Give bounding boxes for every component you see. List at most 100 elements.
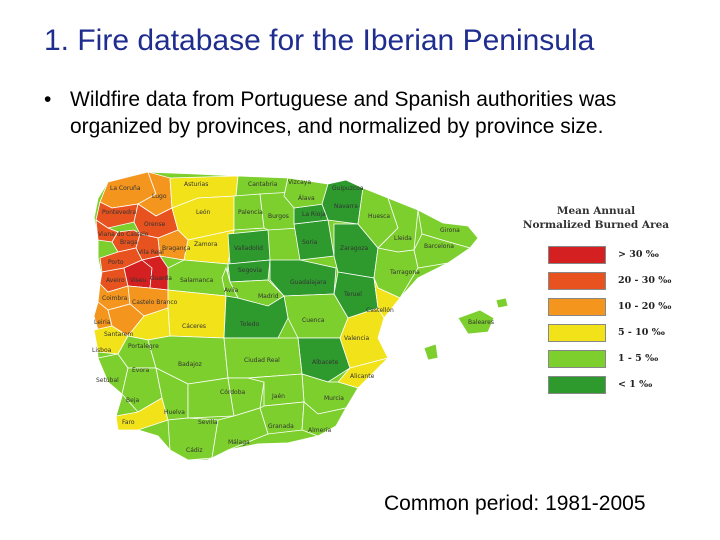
legend-swatch <box>548 272 606 290</box>
province-guadalajara <box>269 259 337 297</box>
label-cadiz: Cádiz <box>186 447 203 454</box>
label-leon: León <box>196 209 211 216</box>
province-malaga <box>207 407 269 461</box>
label-viseu: Viseu <box>130 277 146 284</box>
label-castelo-branco: Castelo Branco <box>132 299 178 306</box>
province-baleares-mallorca <box>457 309 495 335</box>
label-la-coruna: La Coruña <box>110 185 141 192</box>
label-huelva: Huelva <box>164 409 185 416</box>
label-braga: Braga <box>120 239 138 246</box>
province-alicante <box>337 357 390 389</box>
legend-label: > 30 ‰ <box>618 249 659 260</box>
label-zaragoza: Zaragoza <box>340 245 369 252</box>
label-pontevedra: Pontevedra <box>102 209 136 216</box>
label-guadalajara: Guadalajara <box>290 279 327 286</box>
common-period-note: Common period: 1981-2005 <box>384 492 646 515</box>
label-lisboa: Lisboa <box>92 347 112 354</box>
label-barcelona: Barcelona <box>424 243 454 250</box>
label-malaga: Málaga <box>228 439 250 446</box>
iberia-burned-area-map: La Coruña Asturias Cantabria Vizcaya Gui… <box>88 168 509 468</box>
slide-title: 1. Fire database for the Iberian Peninsu… <box>44 24 595 57</box>
label-granada: Granada <box>268 423 294 430</box>
legend-title: Mean Annual Normalized Burned Area <box>516 204 676 232</box>
label-lugo: Lugo <box>152 193 167 200</box>
label-madrid: Madrid <box>258 293 279 300</box>
label-soria: Soria <box>302 239 318 246</box>
label-sevilla: Sevilla <box>198 419 218 426</box>
label-guarda: Guarda <box>150 275 172 282</box>
label-murcia: Murcia <box>324 395 344 402</box>
legend-label: 5 - 10 ‰ <box>618 327 665 338</box>
province-almeria <box>301 401 347 437</box>
bullet-text: Wildfire data from Portuguese and Spanis… <box>70 88 617 138</box>
label-valladolid: Valladolid <box>234 245 263 252</box>
province-labels: La Coruña Asturias Cantabria Vizcaya Gui… <box>92 179 494 454</box>
legend-swatch <box>548 324 606 342</box>
legend-label: 20 - 30 ‰ <box>618 275 672 286</box>
map-svg: La Coruña Asturias Cantabria Vizcaya Gui… <box>92 171 509 461</box>
label-orense: Orense <box>144 221 166 228</box>
label-asturias: Asturias <box>184 181 208 188</box>
label-lleida: Lleida <box>394 235 412 242</box>
label-badajoz: Badajoz <box>178 361 202 368</box>
province-baleares-ibiza <box>423 343 439 361</box>
label-viana: Viana do Castelo <box>98 231 149 238</box>
label-huesca: Huesca <box>368 213 390 220</box>
legend-swatch <box>548 298 606 316</box>
label-la-rioja: La Rioja <box>302 211 326 218</box>
bullet-dot-icon: • <box>44 88 52 111</box>
label-tarragona: Tarragona <box>389 269 420 276</box>
legend-label: < 1 ‰ <box>618 379 653 390</box>
label-ciudad-real: Ciudad Real <box>244 357 280 364</box>
province-cordoba <box>227 377 265 417</box>
label-vizcaya: Vizcaya <box>288 179 311 186</box>
province-baleares-menorca <box>495 297 509 309</box>
label-toledo: Toledo <box>239 321 259 328</box>
label-caceres: Cáceres <box>182 323 206 330</box>
label-segovia: Segovia <box>238 267 262 274</box>
label-vila-real: Vila Real <box>138 249 164 256</box>
label-jaen: Jaén <box>271 393 285 400</box>
label-zamora: Zamora <box>194 241 218 248</box>
label-porto: Porto <box>108 259 124 266</box>
legend-label: 1 - 5 ‰ <box>618 353 659 364</box>
label-avila: Avila <box>224 287 239 294</box>
label-coimbra: Coimbra <box>102 295 128 302</box>
label-almeria: Almería <box>308 427 331 434</box>
label-evora: Evora <box>132 367 149 374</box>
province-valencia <box>339 307 389 369</box>
legend-swatch <box>548 246 606 264</box>
label-alicante: Alicante <box>350 373 375 380</box>
legend-title-line2: Normalized Burned Area <box>522 219 670 231</box>
label-cordoba: Córdoba <box>220 389 246 396</box>
label-albacete: Albacete <box>312 359 339 366</box>
legend-swatch <box>548 350 606 368</box>
province-caceres <box>167 289 227 339</box>
legend-swatch <box>548 376 606 394</box>
label-baleares: Baleares <box>468 319 494 326</box>
label-alava: Álava <box>298 195 315 202</box>
label-guipuzcoa: Guipuzcoa <box>332 185 364 192</box>
label-leiria: Leiria <box>94 319 111 326</box>
label-faro: Faro <box>122 419 135 426</box>
label-burgos: Burgos <box>268 213 289 220</box>
province-alava <box>283 177 329 209</box>
label-santarem: Santarem <box>104 331 133 338</box>
label-teruel: Teruel <box>343 291 362 298</box>
label-salamanca: Salamanca <box>180 277 213 284</box>
label-portalegre: Portalegre <box>128 343 159 350</box>
label-cuenca: Cuenca <box>302 317 325 324</box>
label-castellon: Castellón <box>366 307 394 314</box>
legend-title-line1: Mean Annual <box>556 205 636 217</box>
label-setubal: Setúbal <box>96 377 119 384</box>
legend-label: 10 - 20 ‰ <box>618 301 672 312</box>
label-navarra: Navarra <box>334 203 358 210</box>
label-valencia: Valencia <box>344 335 369 342</box>
province-castellon <box>373 277 401 319</box>
label-palencia: Palencia <box>238 209 263 216</box>
province-avila <box>221 266 239 299</box>
province-sevilla <box>187 377 235 419</box>
label-aveiro: Aveiro <box>106 277 125 284</box>
label-beja: Beja <box>126 397 139 404</box>
label-girona: Girona <box>440 227 460 234</box>
